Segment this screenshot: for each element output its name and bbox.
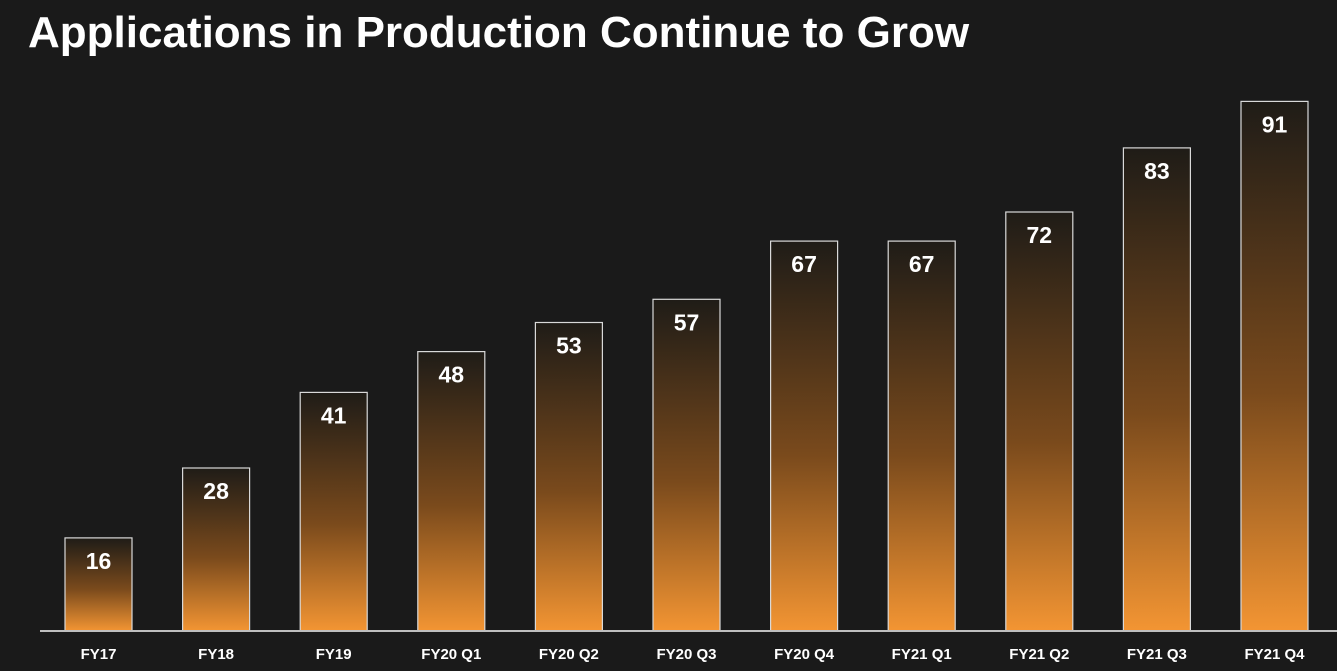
bar-fy20-q1 [417,351,486,632]
bar-fy21-q4 [1240,100,1309,632]
bar-fy21-q1 [887,240,956,632]
bar-fy19 [299,391,368,632]
x-tick-label: FY21 Q2 [1009,646,1069,663]
bar-fy17 [64,537,133,632]
bars-group: 16 28 41 48 53 57 67 67 72 83 91 [64,100,1309,632]
data-label: 67 [791,251,817,277]
bar-fy20-q2 [534,321,604,632]
x-tick-label: FY17 [81,646,117,663]
data-label: 53 [556,333,582,359]
data-label: 41 [321,402,347,428]
data-label: 67 [909,251,935,277]
x-tick-label: FY19 [316,646,352,663]
chart-title: Applications in Production Continue to G… [28,8,970,57]
data-label: 28 [203,478,229,504]
x-tick-label: FY20 Q3 [656,646,716,663]
x-tick-label: FY20 Q4 [774,646,835,663]
x-axis-tick-labels: FY17 FY18 FY19 FY20 Q1 FY20 Q2 FY20 Q3 FY20 Q4… [81,646,1306,663]
x-tick-label: FY20 Q1 [421,646,481,663]
data-label: 16 [86,548,112,574]
x-tick-label: FY21 Q3 [1127,646,1187,663]
x-tick-label: FY21 Q1 [892,646,952,663]
bar-fy20-q4 [769,240,839,632]
x-tick-label: FY20 Q2 [539,646,599,663]
x-tick-label: FY18 [198,646,234,663]
data-label: 72 [1027,222,1053,248]
data-label: 91 [1262,111,1288,137]
x-tick-label: FY21 Q4 [1244,646,1305,663]
bar-fy21-q2 [1005,211,1074,632]
data-label: 83 [1144,158,1170,184]
bar-fy21-q3 [1122,147,1192,632]
data-label: 57 [674,309,700,335]
data-label: 48 [439,362,465,388]
bar-fy18 [182,467,251,632]
bar-fy20-q3 [652,298,721,632]
